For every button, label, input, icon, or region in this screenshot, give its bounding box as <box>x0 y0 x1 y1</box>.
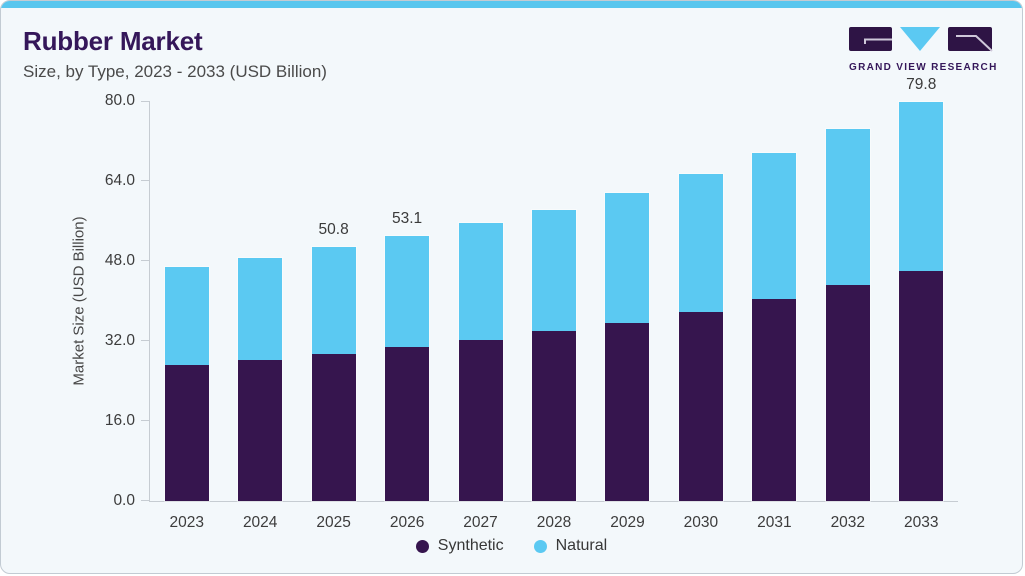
x-axis-label-2030: 2030 <box>683 514 719 531</box>
x-axis-label-2033: 2033 <box>904 514 939 531</box>
legend-item-natural: Natural <box>533 537 608 555</box>
y-tick-label: 16.0 <box>104 412 135 429</box>
x-axis-label-2025: 2025 <box>316 514 351 531</box>
bar-2024-synthetic-segment <box>238 359 283 501</box>
y-tick-mark <box>141 101 149 102</box>
logo-r-stroke <box>956 35 993 52</box>
x-axis-label-2026: 2026 <box>389 514 425 531</box>
bar-2023 <box>164 267 209 501</box>
bar-2025-synthetic-segment <box>311 354 356 501</box>
page-subtitle: Size, by Type, 2023 - 2033 (USD Billion) <box>23 62 327 81</box>
y-tick-label: 0.0 <box>113 492 135 509</box>
x-axis-label-2029: 2029 <box>610 514 645 531</box>
y-tick-mark <box>141 340 149 341</box>
bar-2029-synthetic-segment <box>605 323 650 501</box>
page-title: Rubber Market <box>23 26 203 56</box>
y-tick-mark <box>141 500 149 501</box>
bar-2027-natural-segment <box>458 223 503 340</box>
bar-slot-2031: 2031 <box>738 101 811 531</box>
legend-label-natural: Natural <box>555 537 608 554</box>
bar-value-label-2033: 79.8 <box>906 76 937 93</box>
bar-value-label-2026: 53.1 <box>392 209 423 227</box>
bar-2023-natural-segment <box>164 267 209 365</box>
natural-legend-dot-icon <box>533 539 547 553</box>
legend: Synthetic Natural <box>1 537 1022 555</box>
y-tick-label: 32.0 <box>104 332 135 349</box>
bar-2030-synthetic-segment <box>678 312 723 501</box>
logo-r-block <box>948 27 992 51</box>
gvr-logo-icon <box>849 27 993 52</box>
bar-slot-2030: 2030 <box>664 101 737 531</box>
logo-v-triangle <box>900 27 940 51</box>
bar-2028 <box>531 210 576 501</box>
grand-view-research-logo: GRAND VIEW RESEARCH <box>849 27 998 73</box>
bar-slot-2023: 2023 <box>150 101 223 531</box>
bar-2024 <box>238 257 283 501</box>
bar-2027-synthetic-segment <box>458 340 503 501</box>
x-axis-label-2032: 2032 <box>830 514 866 531</box>
bar-2023-synthetic-segment <box>164 365 209 501</box>
legend-item-synthetic: Synthetic <box>415 537 504 555</box>
bar-slot-2029: 2029 <box>591 101 664 531</box>
y-tick-label: 80.0 <box>104 92 135 109</box>
bar-2033 <box>899 102 944 501</box>
bar-2032 <box>825 128 870 501</box>
y-tick-label: 48.0 <box>104 252 135 269</box>
bar-2033-synthetic-segment <box>899 270 944 501</box>
bars-row: 2023 2024 50.8 2025 53.1 2026 2027 2028 2029 2030… <box>150 76 958 531</box>
legend-label-synthetic: Synthetic <box>437 537 504 554</box>
bar-2025-natural-segment <box>311 247 356 354</box>
bar-slot-2028: 2028 <box>517 101 590 531</box>
y-tick-mark <box>141 420 149 421</box>
y-tick-mark <box>141 260 149 261</box>
bar-slot-2024: 2024 <box>223 101 296 531</box>
bar-2027 <box>458 223 503 501</box>
bar-slot-2025: 50.8 2025 <box>297 101 370 531</box>
bar-2026-synthetic-segment <box>385 347 430 501</box>
bar-slot-2033: 79.8 2033 <box>885 76 958 531</box>
bar-2032-synthetic-segment <box>825 285 870 501</box>
bar-2031 <box>752 153 797 501</box>
bar-slot-2027: 2027 <box>444 101 517 531</box>
bar-2030 <box>678 173 723 501</box>
bar-2031-synthetic-segment <box>752 299 797 501</box>
bar-2024-natural-segment <box>238 257 283 360</box>
logo-g-stroke <box>864 38 892 44</box>
y-axis-title: Market Size (USD Billion) <box>70 216 88 386</box>
gvr-logo-text: GRAND VIEW RESEARCH <box>849 62 998 73</box>
x-axis-label-2023: 2023 <box>169 514 204 531</box>
bar-2032-natural-segment <box>825 128 870 285</box>
top-accent-bar <box>1 1 1022 8</box>
x-axis-label-2028: 2028 <box>536 514 572 531</box>
bar-slot-2026: 53.1 2026 <box>370 101 443 531</box>
y-tick-label: 64.0 <box>104 172 135 189</box>
y-tick-mark <box>141 180 149 181</box>
bar-value-label-2025: 50.8 <box>318 221 349 238</box>
bar-2031-natural-segment <box>752 153 797 299</box>
bar-2028-synthetic-segment <box>531 331 576 501</box>
bar-2028-natural-segment <box>531 210 576 331</box>
bar-2033-natural-segment <box>899 102 944 271</box>
bar-2030-natural-segment <box>678 173 723 312</box>
bar-slot-2032: 2032 <box>811 101 884 531</box>
bar-2025 <box>311 247 356 501</box>
synthetic-legend-dot-icon <box>415 539 429 553</box>
bar-2029-natural-segment <box>605 193 650 323</box>
x-axis-label-2031: 2031 <box>757 514 792 531</box>
chart-header: Rubber Market Size, by Type, 2023 - 2033… <box>23 26 327 82</box>
plot-area: 0.0 16.0 32.0 48.0 64.0 80.0 2023 2024 50.8 2025… <box>105 76 958 531</box>
x-axis-label-2024: 2024 <box>242 514 278 531</box>
bar-2026-natural-segment <box>385 235 430 347</box>
x-axis-label-2027: 2027 <box>463 514 498 531</box>
bar-2026 <box>385 235 430 501</box>
bar-2029 <box>605 193 650 501</box>
